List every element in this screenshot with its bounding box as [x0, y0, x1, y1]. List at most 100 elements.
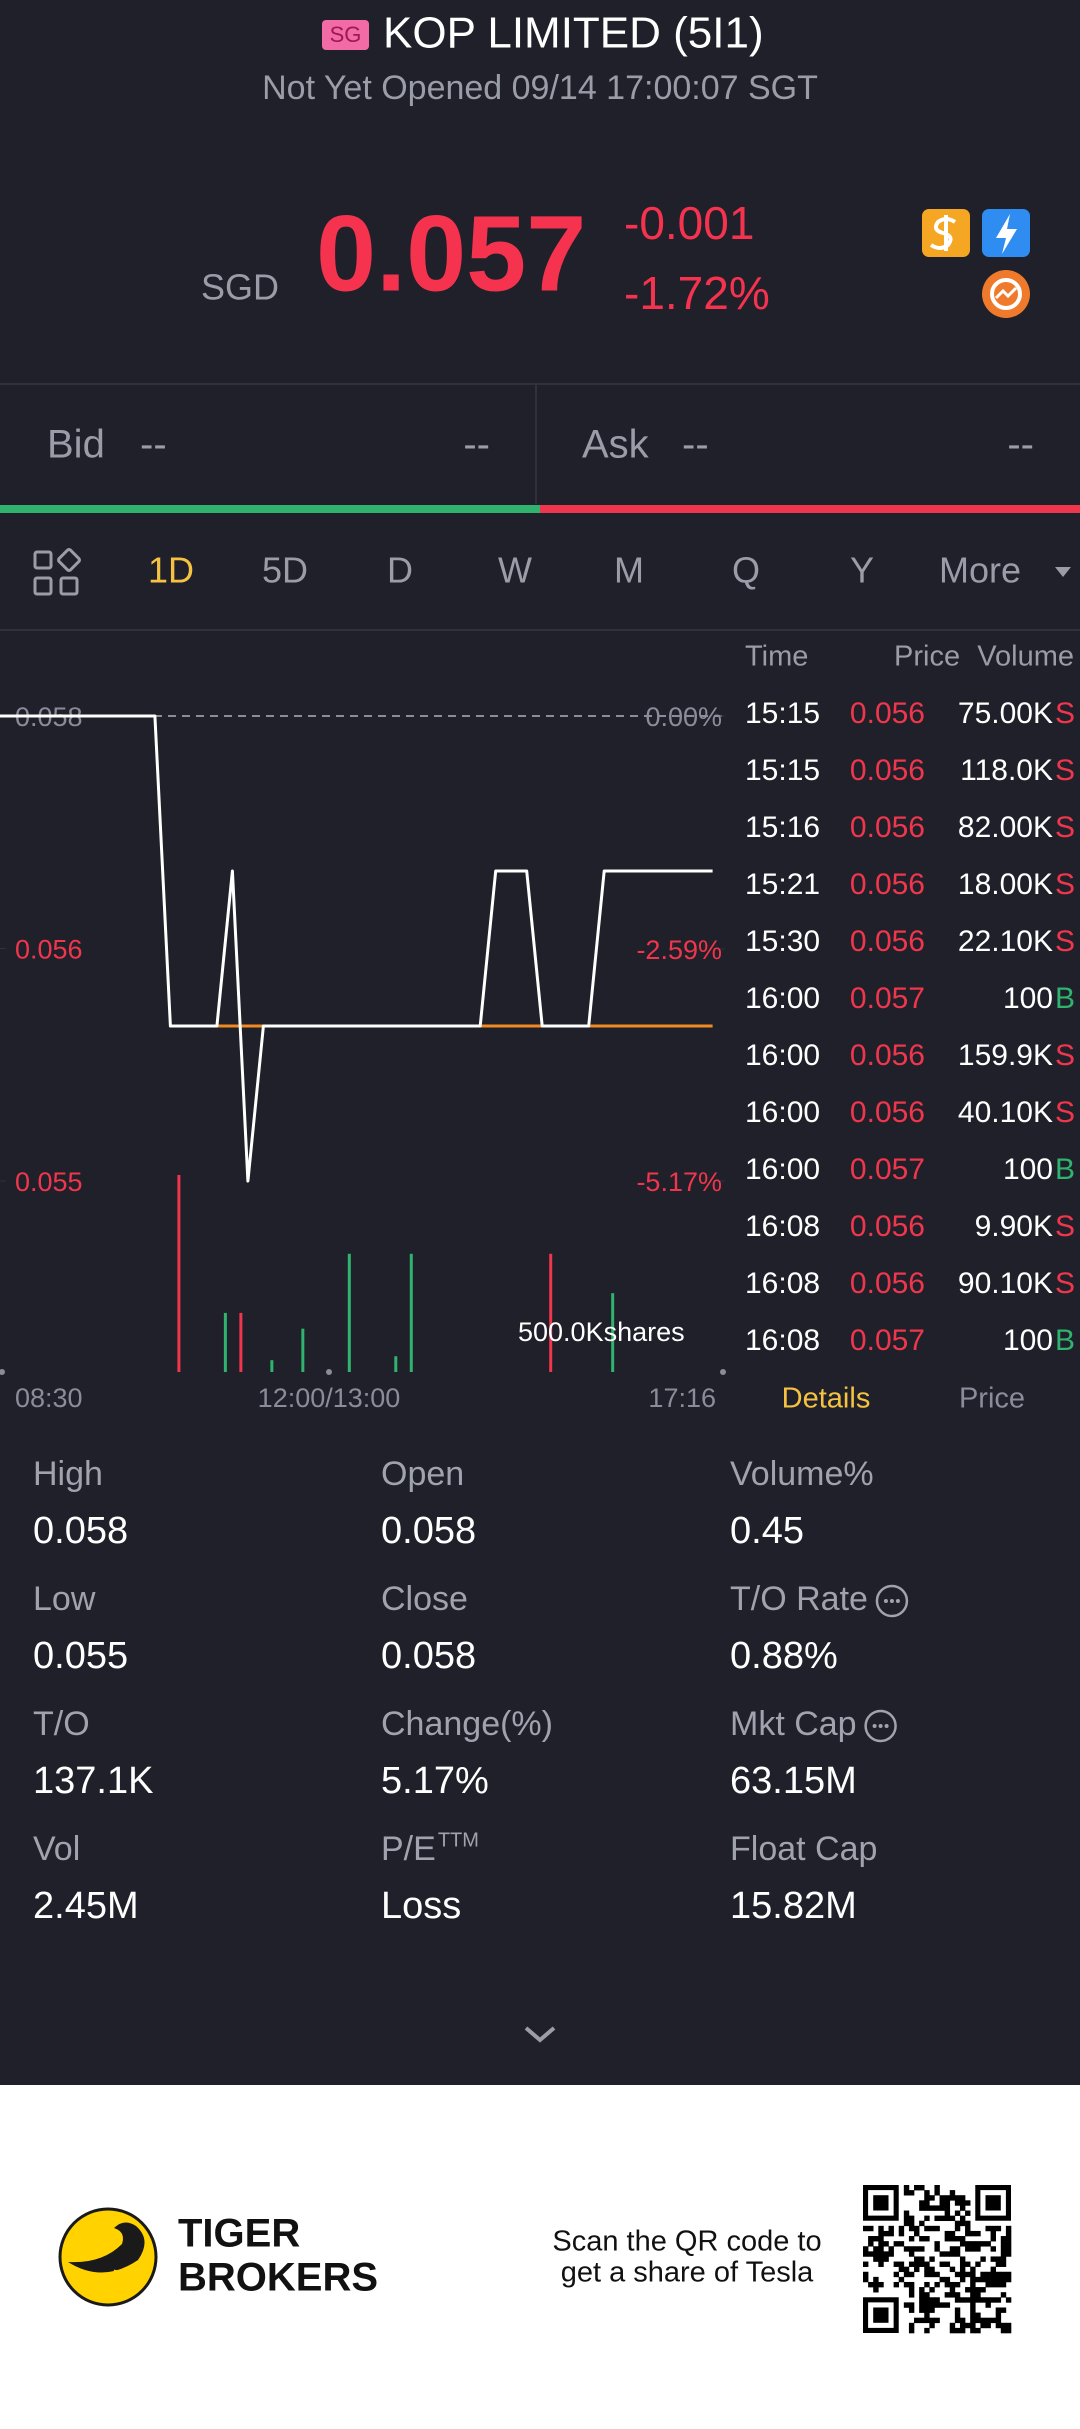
x-tick-label: 12:00/13:00	[258, 1383, 401, 1413]
period-tab[interactable]: 1D	[148, 550, 194, 591]
qr-module	[990, 2256, 996, 2262]
qr-module	[898, 2241, 905, 2247]
period-tab[interactable]: M	[614, 550, 644, 591]
price-line	[0, 714, 713, 1183]
qr-module	[903, 2281, 910, 2288]
trade-price: 0.056	[850, 697, 925, 730]
volume-bar	[347, 1253, 351, 1372]
stat-label: Float Cap	[730, 1830, 877, 1868]
trade-time: 15:16	[745, 811, 820, 844]
qr-module	[965, 2241, 971, 2247]
qr-module	[959, 2322, 966, 2329]
volume-bar	[394, 1356, 398, 1372]
qr-module	[1005, 2230, 1012, 2237]
price-change: -0.001	[624, 197, 754, 249]
stat-label: Volume%	[730, 1455, 874, 1493]
stat-label: Vol	[33, 1830, 80, 1868]
more-arrow[interactable]	[1055, 567, 1071, 577]
qr-module	[954, 2307, 961, 2313]
trade-icon-glyph	[994, 286, 1018, 300]
trade-side: S	[1055, 697, 1075, 730]
period-tab[interactable]: 5D	[262, 550, 308, 591]
qr-module	[929, 2322, 935, 2329]
stat-value: Loss	[381, 1885, 461, 1927]
bid-bar	[0, 505, 540, 513]
qr-module	[903, 2220, 910, 2227]
stat-value: 0.058	[381, 1510, 476, 1552]
qr-module	[1005, 2322, 1012, 2329]
qr-module	[908, 2225, 915, 2232]
trade-price: 0.056	[850, 754, 925, 787]
period-tab[interactable]: Y	[850, 550, 874, 591]
qr-module	[888, 2225, 894, 2232]
qr-module	[888, 2246, 894, 2252]
qr-module	[980, 2322, 986, 2329]
trade-price: 0.056	[850, 1267, 925, 1300]
qr-module	[970, 2241, 976, 2247]
qr-module	[995, 2322, 1002, 2329]
qr-module	[908, 2307, 915, 2313]
qr-module	[980, 2271, 986, 2278]
qr-module	[965, 2220, 971, 2227]
qr-module	[944, 2210, 951, 2216]
qr-module	[883, 2230, 889, 2237]
info-icon[interactable]	[864, 1709, 897, 1743]
qr-module	[944, 2205, 951, 2211]
qr-module	[919, 2236, 925, 2242]
volume-bar	[239, 1312, 243, 1372]
qr-module	[929, 2307, 935, 2313]
qr-module	[919, 2185, 925, 2191]
qr-module	[914, 2230, 920, 2237]
layout-icon[interactable]	[33, 548, 81, 596]
qr-module	[959, 2220, 966, 2227]
qr-module	[975, 2287, 981, 2293]
qr-module	[959, 2241, 966, 2247]
qr-module	[959, 2236, 966, 2242]
qr-module	[985, 2225, 991, 2232]
qr-finder	[873, 2307, 889, 2323]
qr-module	[985, 2297, 991, 2303]
qr-module	[980, 2276, 986, 2283]
qr-module	[980, 2317, 986, 2324]
qr-module	[949, 2287, 956, 2293]
qr-module	[975, 2327, 981, 2334]
qr-module	[903, 2302, 910, 2308]
trade-price: 0.057	[850, 1153, 925, 1186]
qr-module	[985, 2241, 991, 2247]
period-tab[interactable]: D	[387, 550, 413, 591]
stat-value: 0.45	[730, 1510, 804, 1552]
qr-module	[903, 2271, 910, 2278]
qr-module	[934, 2205, 940, 2211]
qr-module	[903, 2185, 910, 2191]
detail-tab[interactable]: Price	[959, 1383, 1025, 1415]
qr-module	[944, 2215, 951, 2222]
qr-module	[965, 2297, 971, 2303]
qr-module	[898, 2230, 905, 2237]
qr-module	[924, 2261, 930, 2267]
trade-side: S	[1055, 1210, 1075, 1243]
bid-size: --	[463, 423, 490, 467]
trade-side: S	[1055, 811, 1075, 844]
qr-module	[924, 2297, 930, 2303]
qr-module	[873, 2276, 879, 2283]
qr-module	[908, 2190, 915, 2196]
qr-module	[868, 2251, 874, 2257]
qr-module	[924, 2317, 930, 2324]
info-icon[interactable]	[875, 1584, 909, 1618]
qr-module	[995, 2271, 1002, 2278]
period-tab[interactable]: Q	[732, 550, 760, 591]
stat-label: Low	[33, 1580, 96, 1618]
qr-module	[924, 2200, 930, 2206]
period-tab[interactable]: More	[939, 550, 1021, 591]
qr-module	[924, 2195, 930, 2201]
expand-chevron[interactable]	[524, 2026, 556, 2043]
qr-module	[908, 2281, 915, 2288]
qr-module	[975, 2241, 981, 2247]
period-tab[interactable]: W	[498, 550, 532, 591]
ask-label: Ask	[582, 423, 650, 467]
qr-module	[954, 2292, 961, 2298]
qr-module	[954, 2297, 961, 2303]
qr-module	[1000, 2251, 1007, 2257]
detail-tab[interactable]: Details	[782, 1383, 871, 1415]
stat-label: Change(%)	[381, 1705, 553, 1743]
